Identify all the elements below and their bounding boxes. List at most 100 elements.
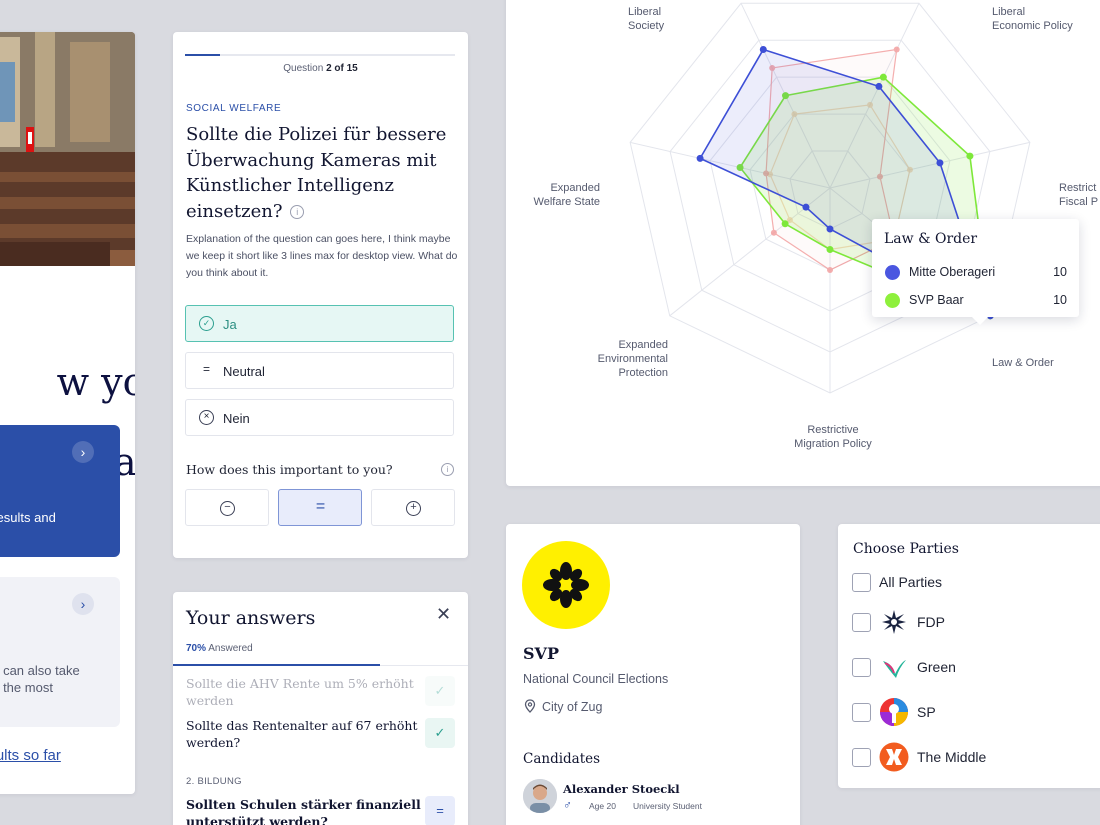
party-name: SVP [523,644,559,663]
info-icon[interactable]: i [290,204,305,219]
radar-point [827,267,833,273]
choose-parties-card: Choose Parties All Parties FDP Green SP … [838,524,1100,788]
answered-count: 70% Answered [186,643,253,654]
start-panel[interactable]: › t results and [0,425,120,557]
party-filter-label: The Middle [917,749,987,765]
question-title: Sollte die Polizei für bessere Überwachu… [186,124,447,222]
answer-ja-option[interactable]: ✓ Ja [185,305,454,342]
radar-point [696,154,704,162]
party-city: City of Zug [542,700,603,714]
radar-point [763,170,770,177]
radar-point [879,73,887,81]
avatar[interactable] [523,779,557,813]
series-color-dot [885,293,900,308]
radar-point [770,229,777,236]
radar-axis-line [829,141,1030,189]
axis-label-restrictive-migration: Restrictive Migration Policy [794,424,872,450]
party-filter-sp[interactable]: SP [852,697,1092,727]
party-filter-label: FDP [917,614,945,630]
checkbox[interactable] [852,748,871,767]
importance-less-button[interactable]: − [185,489,269,526]
series-color-dot [885,265,900,280]
radar-point [759,45,767,53]
progress-fill [185,54,221,56]
answer-label: Nein [223,411,250,426]
start-panel-text: t results and [0,510,56,525]
radar-point [876,173,883,180]
chevron-right-icon[interactable]: › [72,593,94,615]
choose-parties-title: Choose Parties [853,541,959,557]
radar-chart-card: Liberal Society Liberal Economic Policy … [506,0,1100,486]
importance-equal-button[interactable]: = [278,489,362,526]
radar-point [966,152,974,160]
party-filter-the-middle[interactable]: The Middle [852,742,1092,772]
axis-label-liberal-society: Liberal Society [628,6,665,32]
radar-grid-ring [789,150,871,230]
party-filter-label: All Parties [879,574,943,590]
sp-logo-icon [879,697,909,727]
radar-point [736,163,744,171]
chevron-right-icon[interactable]: › [72,441,94,463]
radar-point [936,159,944,167]
close-icon[interactable]: ✕ [436,604,452,624]
party-filter-label: Green [917,659,956,675]
tooltip-series-name: SVP Baar [909,293,964,307]
axis-label-restrictive-fiscal-policy: Restrict Fiscal P [1059,182,1099,208]
male-icon: ♂ [563,798,572,812]
radar-point [826,246,834,253]
x-circle-icon: × [199,410,214,425]
answers-progress-bar [173,664,468,666]
checkbox[interactable] [852,658,871,677]
radar-point [781,220,789,228]
party-filter-all[interactable]: All Parties [852,567,1092,597]
radar-grid-ring [629,2,1031,394]
plus-circle-icon: + [406,501,421,516]
info-icon[interactable]: i [441,463,454,476]
answer-list-item[interactable]: Sollten Schulen stärker finanziell unter… [186,797,421,825]
checkbox[interactable] [852,573,871,592]
fdp-logo-icon [879,607,909,637]
importance-more-button[interactable]: + [371,489,455,526]
axis-label-welfare-state: Expanded Welfare State [533,182,600,208]
party-filter-fdp[interactable]: FDP [852,607,1092,637]
question-card: Question 2 of 15 SOCIAL WELFARE Sollte d… [173,32,468,558]
radar-axis-line [829,3,920,189]
page-heading: w you art [56,360,135,484]
secondary-panel[interactable]: › ou can also take ed the most [0,577,120,727]
candidates-title: Candidates [523,751,601,767]
answer-list-item[interactable]: Sollte das Rentenalter auf 67 erhöht wer… [186,718,418,750]
radar-point [893,46,900,53]
results-link[interactable]: esults so far [0,747,61,764]
tooltip-series-name: Mitte Oberageri [909,265,996,279]
radar-series-area [765,48,898,271]
radar-axis-line [630,141,831,189]
radar-grid-ring [669,39,991,353]
radar-point [769,64,776,71]
tooltip-series-value: 10 [1053,265,1067,279]
checkbox[interactable] [852,703,871,722]
radar-point [826,225,834,233]
answers-section-label: 2. BILDUNG [186,776,242,787]
minus-circle-icon: − [220,501,235,516]
checkbox[interactable] [852,613,871,632]
answer-nein-option[interactable]: × Nein [185,399,454,436]
party-card: SVP National Council Elections City of Z… [506,524,800,825]
radar-point [875,82,883,90]
party-filter-green[interactable]: Green [852,652,1092,682]
candidate-name[interactable]: Alexander Stoeckl [563,782,680,796]
parliament-photo [0,32,135,266]
progress-bar [185,54,455,56]
radar-point [782,92,790,100]
party-filter-label: SP [917,704,936,720]
check-icon: ✓ [425,676,455,706]
location-pin-icon [523,699,537,713]
info-card: w you art › t results and › ou can also … [0,32,135,794]
check-circle-icon: ✓ [199,316,214,331]
tooltip-series-value: 10 [1053,293,1067,307]
radar-point [802,203,810,211]
answers-progress-fill [173,664,380,666]
equals-icon: = [425,796,455,825]
answer-neutral-option[interactable]: = Neutral [185,352,454,389]
tooltip-title: Law & Order [884,231,978,247]
answer-list-item[interactable]: Sollte die AHV Rente um 5% erhöht werden [186,676,414,708]
